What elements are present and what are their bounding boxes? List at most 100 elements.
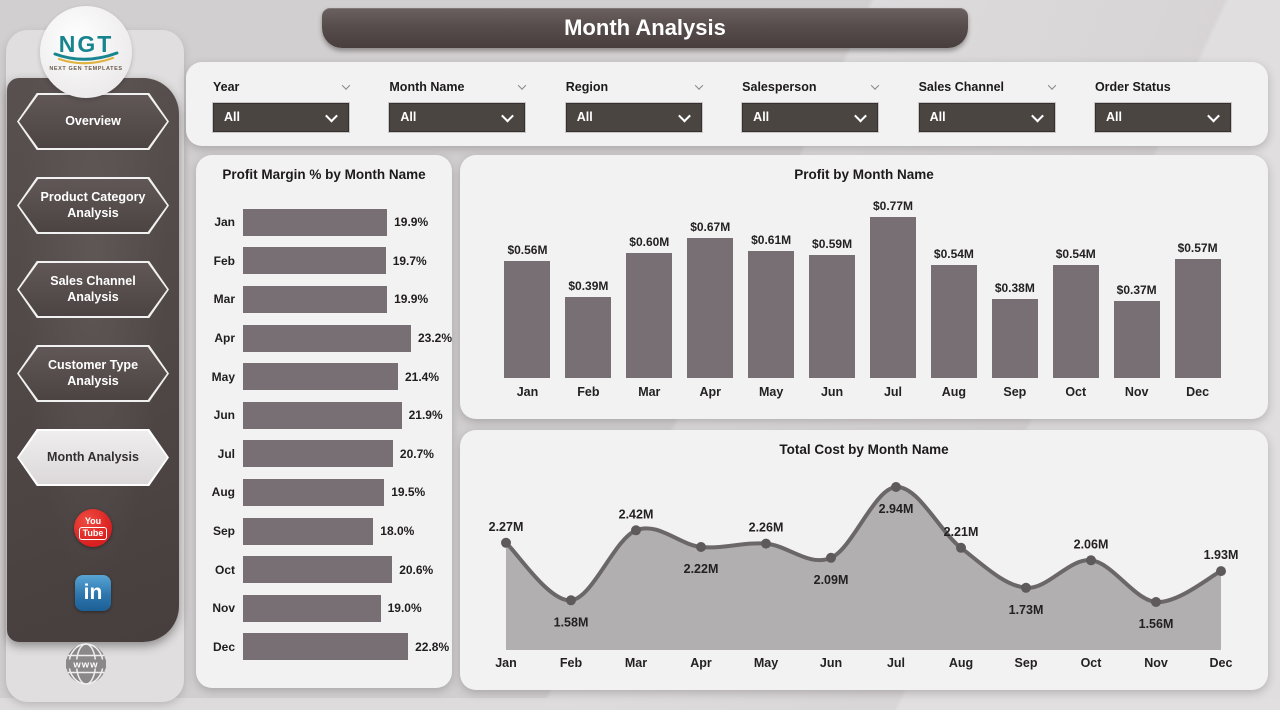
chevron-down-icon[interactable] [341, 80, 351, 90]
category-label: Aug [949, 656, 973, 670]
bar[interactable] [748, 250, 795, 378]
chevron-down-icon[interactable] [870, 80, 880, 90]
bar[interactable] [687, 237, 734, 378]
sidebar-item-month-analysis[interactable]: Month Analysis [17, 429, 169, 486]
filter-dropdown[interactable]: All [918, 102, 1055, 132]
sidebar-item-customer-type-analysis[interactable]: Customer Type Analysis [17, 345, 169, 402]
profit-chart-card: Profit by Month Name $0.56M Jan $0.39M Fe… [460, 155, 1268, 419]
bar[interactable] [243, 247, 386, 275]
value-label: $0.56M [507, 242, 548, 257]
category-label: Jul [887, 656, 905, 670]
bar-column-jul: $0.77M Jul [863, 155, 924, 406]
category-label: Nov [1144, 656, 1168, 670]
chevron-down-icon [325, 109, 338, 122]
bar[interactable] [243, 478, 385, 506]
bar[interactable] [1174, 258, 1221, 378]
data-point-feb[interactable] [566, 595, 576, 606]
category-label: May [758, 385, 784, 399]
filter-dropdown[interactable]: All [1094, 102, 1231, 132]
filter-header: Year [213, 77, 351, 97]
bar[interactable] [243, 517, 374, 545]
bar[interactable] [243, 633, 409, 661]
chevron-down-icon[interactable] [694, 80, 704, 90]
filter-value: All [576, 110, 593, 124]
value-label: $0.59M [812, 236, 853, 251]
value-label: 2.94M [879, 502, 914, 516]
bar-row-jan: Jan 19.9% [208, 203, 448, 242]
chevron-down-icon [501, 109, 515, 122]
filter-label: Order Status [1094, 79, 1171, 94]
chevron-down-icon[interactable] [518, 80, 527, 90]
bar[interactable] [243, 324, 411, 352]
youtube-icon[interactable]: You Tube [74, 509, 112, 547]
value-label: 22.8% [415, 639, 450, 654]
filter-header: Sales Channel [919, 77, 1056, 97]
bar[interactable] [243, 363, 398, 391]
bar[interactable] [243, 594, 381, 622]
bar[interactable] [930, 265, 977, 378]
category-label: Oct [214, 562, 235, 577]
profit-margin-chart-card: Profit Margin % by Month Name Jan 19.9% F… [196, 155, 452, 688]
data-point-mar[interactable] [631, 525, 641, 536]
category-label: Apr [690, 656, 712, 670]
linkedin-icon-text: in [83, 581, 103, 604]
bar[interactable] [1052, 265, 1099, 378]
bar-column-apr: $0.67M Apr [680, 155, 741, 406]
bar[interactable] [243, 285, 388, 313]
filter-dropdown[interactable]: All [213, 102, 349, 132]
category-label: Jan [495, 656, 517, 670]
bar[interactable] [243, 208, 388, 236]
data-point-nov[interactable] [1151, 597, 1161, 607]
value-label: 19.0% [387, 601, 422, 616]
bar[interactable] [1113, 300, 1160, 378]
data-point-oct[interactable] [1086, 555, 1096, 566]
value-label: 20.6% [399, 562, 434, 577]
value-label: 2.06M [1074, 537, 1109, 551]
sidebar-item-overview[interactable]: Overview [17, 93, 169, 150]
data-point-jan[interactable] [501, 537, 511, 548]
linkedin-icon[interactable]: in [75, 575, 111, 611]
category-label: Apr [214, 331, 235, 346]
bar[interactable] [809, 254, 856, 378]
chart-title: Total Cost by Month Name [779, 442, 949, 457]
website-icon[interactable]: www [64, 642, 108, 686]
bar[interactable] [565, 296, 612, 378]
bar-row-dec: Dec 22.8% [208, 628, 450, 667]
sidebar-item-sales-channel-analysis[interactable]: Sales Channel Analysis [17, 261, 169, 318]
bar[interactable] [991, 298, 1038, 378]
data-point-dec[interactable] [1216, 566, 1226, 577]
bar[interactable] [243, 440, 393, 468]
bar-row-jun: Jun 21.9% [208, 396, 448, 435]
filter-dropdown[interactable]: All [389, 102, 526, 132]
data-point-sep[interactable] [1021, 582, 1031, 593]
bar[interactable] [869, 217, 916, 378]
data-point-jun[interactable] [826, 552, 836, 563]
bar-row-oct: Oct 20.6% [208, 550, 448, 589]
bar-column-oct: $0.54M Oct [1045, 155, 1106, 406]
value-label: 19.5% [391, 485, 426, 500]
value-label: 21.4% [405, 369, 440, 384]
sidebar-item-shape: Overview [19, 95, 167, 148]
category-label: Dec [1210, 656, 1233, 670]
bar[interactable] [243, 401, 402, 429]
data-point-may[interactable] [761, 538, 771, 549]
chevron-down-icon[interactable] [1047, 80, 1056, 90]
bar[interactable] [626, 252, 673, 378]
bar[interactable] [243, 556, 393, 584]
sidebar-item-label: Customer Type Analysis [47, 357, 139, 388]
data-point-jul[interactable] [891, 482, 901, 492]
value-label: 19.9% [394, 292, 429, 307]
data-point-apr[interactable] [696, 542, 706, 552]
filter-value: All [224, 110, 240, 124]
filter-dropdown[interactable]: All [565, 102, 702, 132]
value-label: $0.60M [629, 234, 670, 249]
sidebar-item-product-category-analysis[interactable]: Product Category Analysis [17, 177, 169, 234]
chevron-down-icon [1207, 109, 1220, 122]
bar-row-mar: Mar 19.9% [208, 280, 448, 319]
data-point-aug[interactable] [956, 542, 966, 553]
bar[interactable] [504, 260, 551, 378]
bar-column-jun: $0.59M Jun [802, 155, 863, 406]
filter-dropdown[interactable]: All [742, 102, 879, 132]
value-label: 2.22M [684, 562, 719, 576]
filter-header: Region [566, 77, 704, 97]
